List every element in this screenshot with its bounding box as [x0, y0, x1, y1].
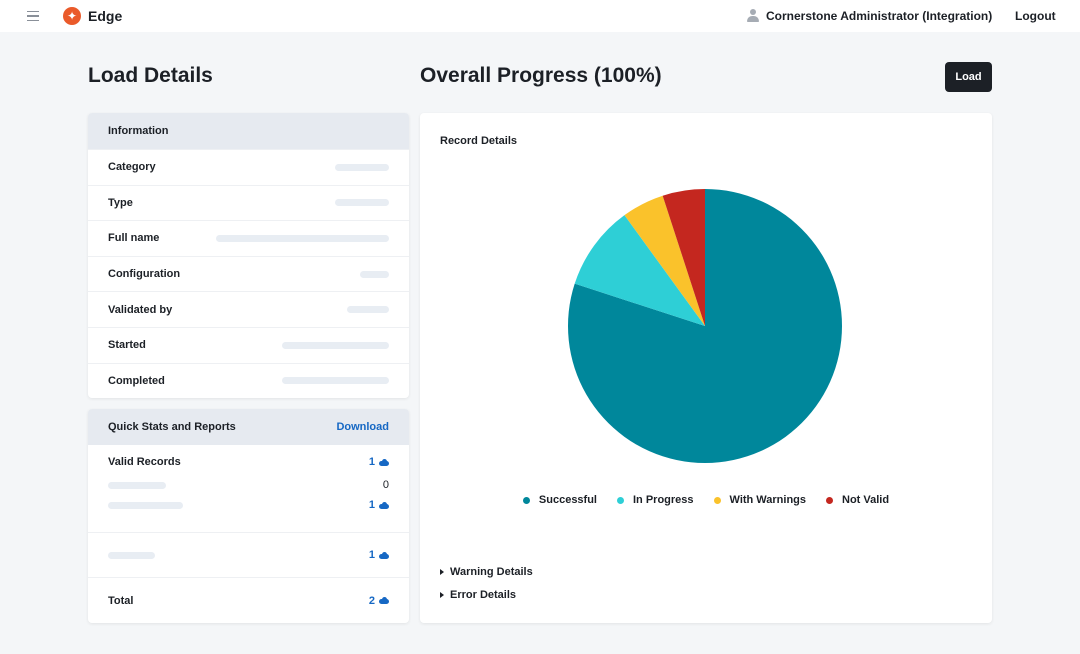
app-title: Edge — [88, 8, 123, 24]
information-header-label: Information — [108, 125, 169, 137]
legend-label: With Warnings — [729, 494, 807, 506]
total-row: Total 2 — [108, 595, 389, 607]
caret-right-icon — [440, 569, 444, 575]
edge-logo-icon: ✦ — [63, 7, 81, 25]
hamburger-menu-icon[interactable] — [22, 8, 44, 24]
valid-records-label: Valid Records — [108, 456, 181, 468]
value-placeholder — [335, 199, 389, 207]
valid-records-download[interactable]: 1 — [369, 456, 389, 468]
other-records-download[interactable]: 1 — [369, 549, 389, 561]
warning-details-label: Warning Details — [450, 566, 533, 578]
label-placeholder — [108, 481, 166, 489]
cloud-download-icon — [379, 458, 389, 466]
total-block: Total 2 — [88, 577, 409, 623]
chart-legend: Successful In Progress With Warnings Not Va… — [420, 494, 992, 506]
warning-details-toggle[interactable]: Warning Details — [440, 566, 533, 578]
info-label: Configuration — [108, 268, 181, 281]
legend-item-successful[interactable]: Successful — [522, 494, 597, 506]
value-placeholder — [282, 341, 389, 349]
valid-sub-download[interactable]: 1 — [369, 499, 389, 511]
label-placeholder — [108, 501, 183, 509]
overall-progress-title: Overall Progress (100%) — [420, 64, 662, 87]
top-bar: ✦ Edge Cornerstone Administrator (Integr… — [0, 0, 1080, 32]
info-row-started: Started — [88, 326, 409, 363]
legend-label: Not Valid — [842, 494, 890, 506]
user-icon — [747, 9, 759, 22]
error-details-toggle[interactable]: Error Details — [440, 589, 516, 601]
valid-sub-row: 1 — [108, 499, 389, 511]
information-header: Information — [88, 113, 409, 149]
valid-records-block: Valid Records 1 0 1 — [88, 445, 409, 532]
quick-stats-card: Quick Stats and Reports Download Valid R… — [88, 409, 409, 623]
quick-stats-header-label: Quick Stats and Reports — [108, 421, 236, 433]
value-placeholder — [335, 163, 389, 171]
legend-label: Successful — [538, 494, 597, 506]
legend-dot-icon — [617, 496, 624, 504]
legend-item-in-progress[interactable]: In Progress — [617, 494, 694, 506]
value-placeholder — [360, 270, 389, 278]
pie-slice-with-warnings[interactable] — [624, 195, 705, 326]
record-details-card: Record Details Successful In Progress With… — [420, 113, 992, 623]
legend-dot-icon — [713, 496, 721, 504]
info-label: Validated by — [108, 303, 173, 316]
load-button[interactable]: Load — [945, 62, 992, 92]
info-row-type: Type — [88, 184, 409, 221]
pie-slice-not-valid[interactable] — [662, 189, 705, 326]
valid-records-row: Valid Records 1 — [108, 456, 389, 468]
load-details-title: Load Details — [88, 64, 213, 87]
quick-stats-header: Quick Stats and Reports Download — [88, 409, 409, 445]
info-row-category: Category — [88, 149, 409, 185]
valid-records-value: 1 — [368, 456, 375, 468]
cloud-download-icon — [379, 597, 389, 604]
pie-chart — [568, 189, 842, 463]
info-label: Category — [108, 161, 156, 174]
legend-dot-icon — [826, 496, 834, 504]
total-value: 2 — [368, 594, 375, 607]
pie-slice-in-progress[interactable] — [574, 215, 705, 326]
cloud-download-icon — [379, 501, 389, 509]
info-label: Started — [108, 339, 146, 352]
legend-item-with-warnings[interactable]: With Warnings — [713, 494, 807, 506]
info-row-validated-by: Validated by — [88, 291, 409, 327]
other-records-row: 1 — [108, 549, 389, 561]
info-row-completed: Completed — [88, 362, 409, 398]
value-placeholder — [216, 234, 389, 242]
information-card: Information Category Type Full name Conf… — [88, 113, 409, 398]
info-label: Full name — [108, 232, 160, 245]
other-records-block: 1 — [88, 532, 409, 577]
cloud-download-icon — [379, 551, 389, 559]
label-placeholder — [108, 551, 155, 559]
user-name: Cornerstone Administrator (Integration) — [766, 9, 993, 23]
info-label: Completed — [108, 374, 165, 387]
info-row-configuration: Configuration — [88, 255, 409, 292]
valid-sub-row: 0 — [108, 479, 389, 491]
legend-dot-icon — [522, 496, 530, 504]
other-records-value: 1 — [368, 549, 375, 561]
logout-link[interactable]: Logout — [1015, 9, 1056, 23]
download-link[interactable]: Download — [336, 421, 389, 433]
total-label: Total — [108, 594, 134, 607]
record-details-heading: Record Details — [440, 135, 518, 147]
total-download[interactable]: 2 — [369, 595, 389, 607]
value-placeholder — [282, 377, 389, 385]
legend-label: In Progress — [633, 494, 694, 506]
legend-item-not-valid[interactable]: Not Valid — [826, 494, 889, 506]
info-label: Type — [108, 196, 133, 209]
error-details-label: Error Details — [450, 589, 517, 601]
value-placeholder — [347, 306, 389, 314]
caret-right-icon — [440, 592, 444, 598]
valid-sub-value: 1 — [368, 499, 375, 511]
info-row-full-name: Full name — [88, 220, 409, 256]
valid-sub-value: 0 — [382, 479, 389, 491]
